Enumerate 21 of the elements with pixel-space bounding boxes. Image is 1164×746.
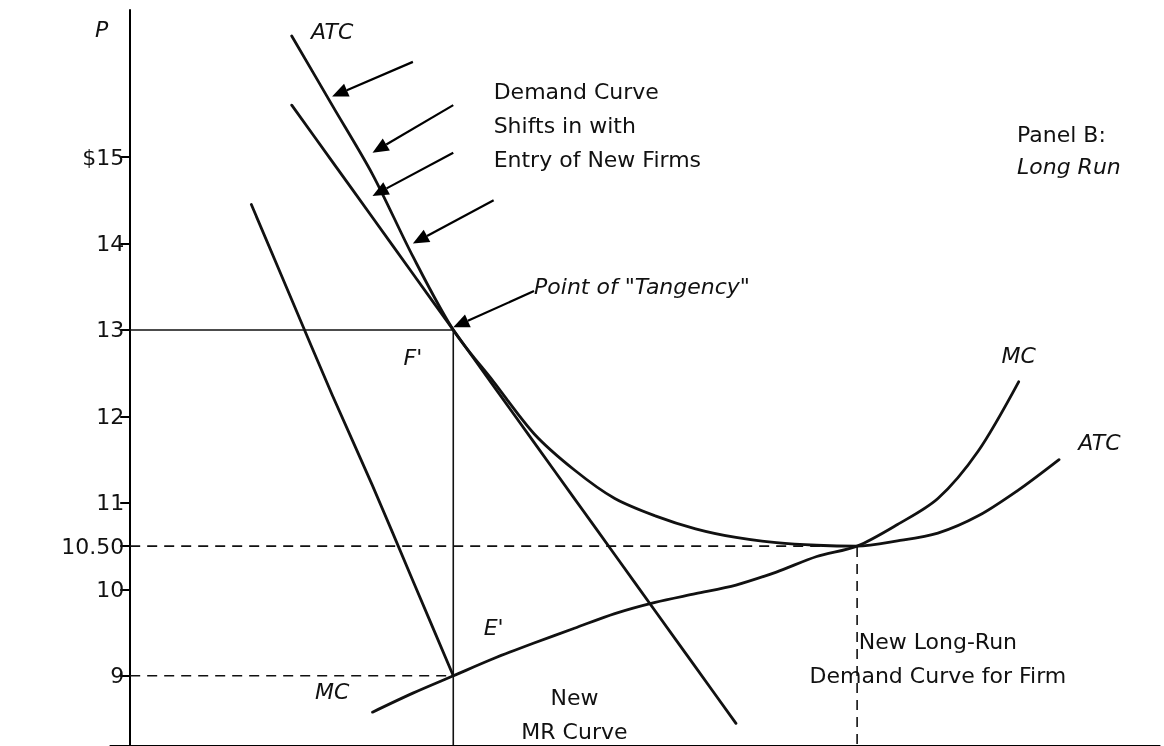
annotation: New MR Curve <box>521 685 628 745</box>
y-tick-label: 10.50 <box>61 533 125 559</box>
annotation: New Long-Run Demand Curve for Firm <box>809 629 1067 689</box>
y-tick-label: $15 <box>82 144 125 170</box>
annotation: ATC <box>1076 429 1122 455</box>
text: Panel B: <box>1017 121 1106 147</box>
y-tick-label: 14 <box>96 230 125 256</box>
annotation: E' <box>483 614 504 640</box>
annotation: MC <box>314 678 350 704</box>
y-axis-title: P <box>94 16 109 42</box>
y-tick-label: 10 <box>96 576 125 602</box>
y-tick-label: 12 <box>96 403 125 429</box>
annotation: ATC <box>308 19 354 45</box>
y-tick-label: 11 <box>96 490 125 516</box>
annotation: Demand Curve Shifts in with Entry of New Firms <box>493 79 702 173</box>
y-tick-label: 9 <box>110 663 125 689</box>
y-tick-label: 13 <box>96 317 125 343</box>
annotation: MC <box>1001 343 1037 369</box>
text: Long Run <box>1017 153 1121 179</box>
annotation: Point of "Tangency" <box>534 274 750 300</box>
annotation: F' <box>403 345 423 371</box>
